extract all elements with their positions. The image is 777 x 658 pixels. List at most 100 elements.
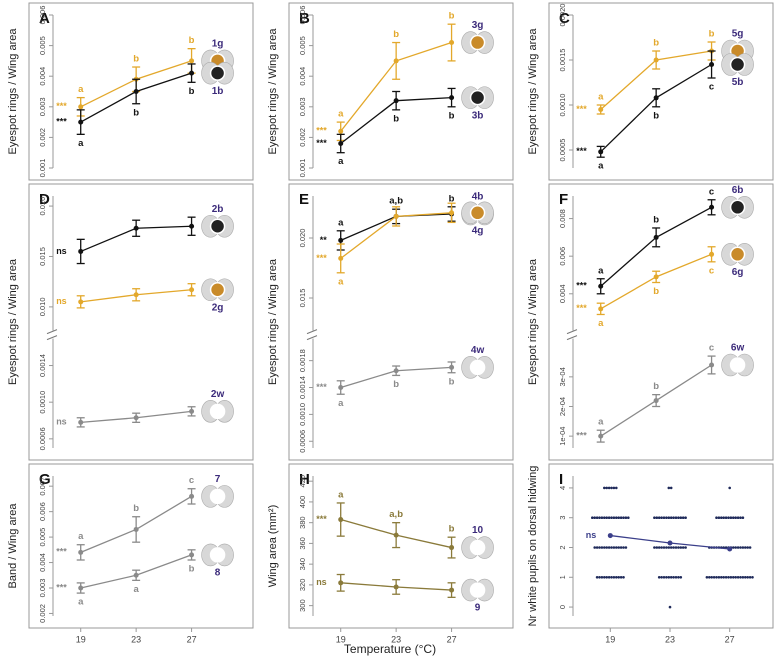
y-tick-label: 340 <box>298 558 307 571</box>
data-point <box>727 546 733 552</box>
data-point <box>338 385 344 391</box>
significance-letter: b <box>189 35 195 46</box>
y-tick-label: 0.005 <box>38 528 47 547</box>
data-point <box>189 287 195 293</box>
significance-letter: a <box>598 161 604 172</box>
observation-dot <box>600 516 604 520</box>
observation-dot <box>615 516 618 520</box>
data-point <box>189 70 195 76</box>
observation-dot <box>665 546 668 549</box>
observation-dot <box>684 516 687 520</box>
observation-dot <box>612 575 616 579</box>
data-point <box>653 57 659 63</box>
y-axis-label: Eyespot rings / Wing area <box>7 28 19 155</box>
data-point <box>189 493 195 499</box>
significance-letter: b <box>449 376 455 387</box>
significance-marker: *** <box>316 253 327 263</box>
data-point <box>598 283 604 289</box>
data-point <box>78 119 84 125</box>
y-tick-label: 420 <box>298 475 307 488</box>
observation-dot <box>681 516 685 520</box>
observation-dot <box>739 575 742 579</box>
observation-dot <box>722 575 725 579</box>
y-tick-label: 0.006 <box>38 6 47 25</box>
axis-break <box>306 329 318 335</box>
butterfly-icon <box>201 400 234 423</box>
observation-dot <box>617 575 621 579</box>
observation-dot <box>707 575 711 579</box>
observation-dot <box>622 546 625 549</box>
observation-dot <box>674 546 678 549</box>
observation-dot <box>598 516 601 520</box>
legend-label: 3g <box>472 20 484 31</box>
axis-break <box>566 329 578 335</box>
observation-dot <box>591 516 594 520</box>
observation-dot <box>712 575 716 579</box>
significance-letter: a <box>338 156 344 167</box>
eyespot <box>469 205 486 221</box>
y-tick-label: 0.0015 <box>558 49 567 72</box>
observation-dot <box>677 516 680 520</box>
data-point <box>338 237 344 243</box>
x-tick-label: 27 <box>725 634 735 644</box>
y-tick-label: 0.002 <box>38 604 47 623</box>
significance-letter: b <box>449 11 455 22</box>
observation-dot <box>607 546 611 549</box>
butterfly-icon <box>461 536 494 559</box>
y-tick-label: 0.008 <box>558 209 567 228</box>
observation-dot <box>603 546 606 549</box>
data-point <box>189 223 195 229</box>
data-point <box>709 62 715 67</box>
panel-frame <box>548 463 774 629</box>
significance-marker: *** <box>316 514 327 524</box>
data-point <box>338 255 344 261</box>
axis-break <box>566 335 578 341</box>
butterfly-icon <box>721 242 754 266</box>
eyespot <box>729 56 746 73</box>
significance-letter: a <box>598 417 604 428</box>
eyespot <box>209 547 226 563</box>
observation-dot <box>734 575 737 579</box>
eyespot <box>209 403 226 420</box>
y-tick-label: 320 <box>298 579 307 592</box>
y-tick-label: 0.0018 <box>298 349 307 372</box>
y-axis-label: Wing area (mm²) <box>267 505 279 588</box>
y-axis-label: Eyespot rings / Wing area <box>267 28 279 155</box>
x-tick-label: 19 <box>605 634 615 644</box>
data-point <box>393 532 399 538</box>
observation-dot <box>624 546 628 549</box>
data-point <box>393 58 399 64</box>
significance-marker: *** <box>56 116 67 126</box>
panel-letter: C <box>559 10 570 27</box>
data-point <box>189 408 195 414</box>
data-point <box>709 204 715 210</box>
observation-dot <box>619 516 623 520</box>
panel-letter: H <box>299 471 310 488</box>
x-tick-label: 19 <box>336 634 346 644</box>
observation-dot <box>610 486 613 490</box>
observation-dot <box>607 575 611 579</box>
y-tick-label: 0.004 <box>298 67 307 86</box>
significance-letter: a <box>598 92 604 103</box>
legend-label: 5b <box>732 77 744 88</box>
data-point <box>607 533 613 539</box>
legend-label: 6g <box>732 267 744 278</box>
observation-dot <box>662 546 666 549</box>
significance-letter: b <box>133 503 139 514</box>
observation-dot <box>739 516 742 520</box>
butterfly-icon <box>721 195 754 219</box>
observation-dot <box>741 516 745 520</box>
observation-dot <box>719 516 723 520</box>
significance-letter: a <box>133 584 139 595</box>
observation-dot <box>605 486 609 490</box>
observation-dot <box>679 546 683 549</box>
legend-label: 4g <box>472 225 484 236</box>
significance-letter: c <box>709 265 714 276</box>
legend-label: 6w <box>731 343 745 354</box>
butterfly-icon <box>461 356 494 379</box>
data-point <box>393 213 399 219</box>
legend-label: 5g <box>732 29 744 40</box>
y-tick-label: 2 <box>558 545 567 549</box>
y-axis-label: Eyespot rings / Wing area <box>7 258 19 385</box>
